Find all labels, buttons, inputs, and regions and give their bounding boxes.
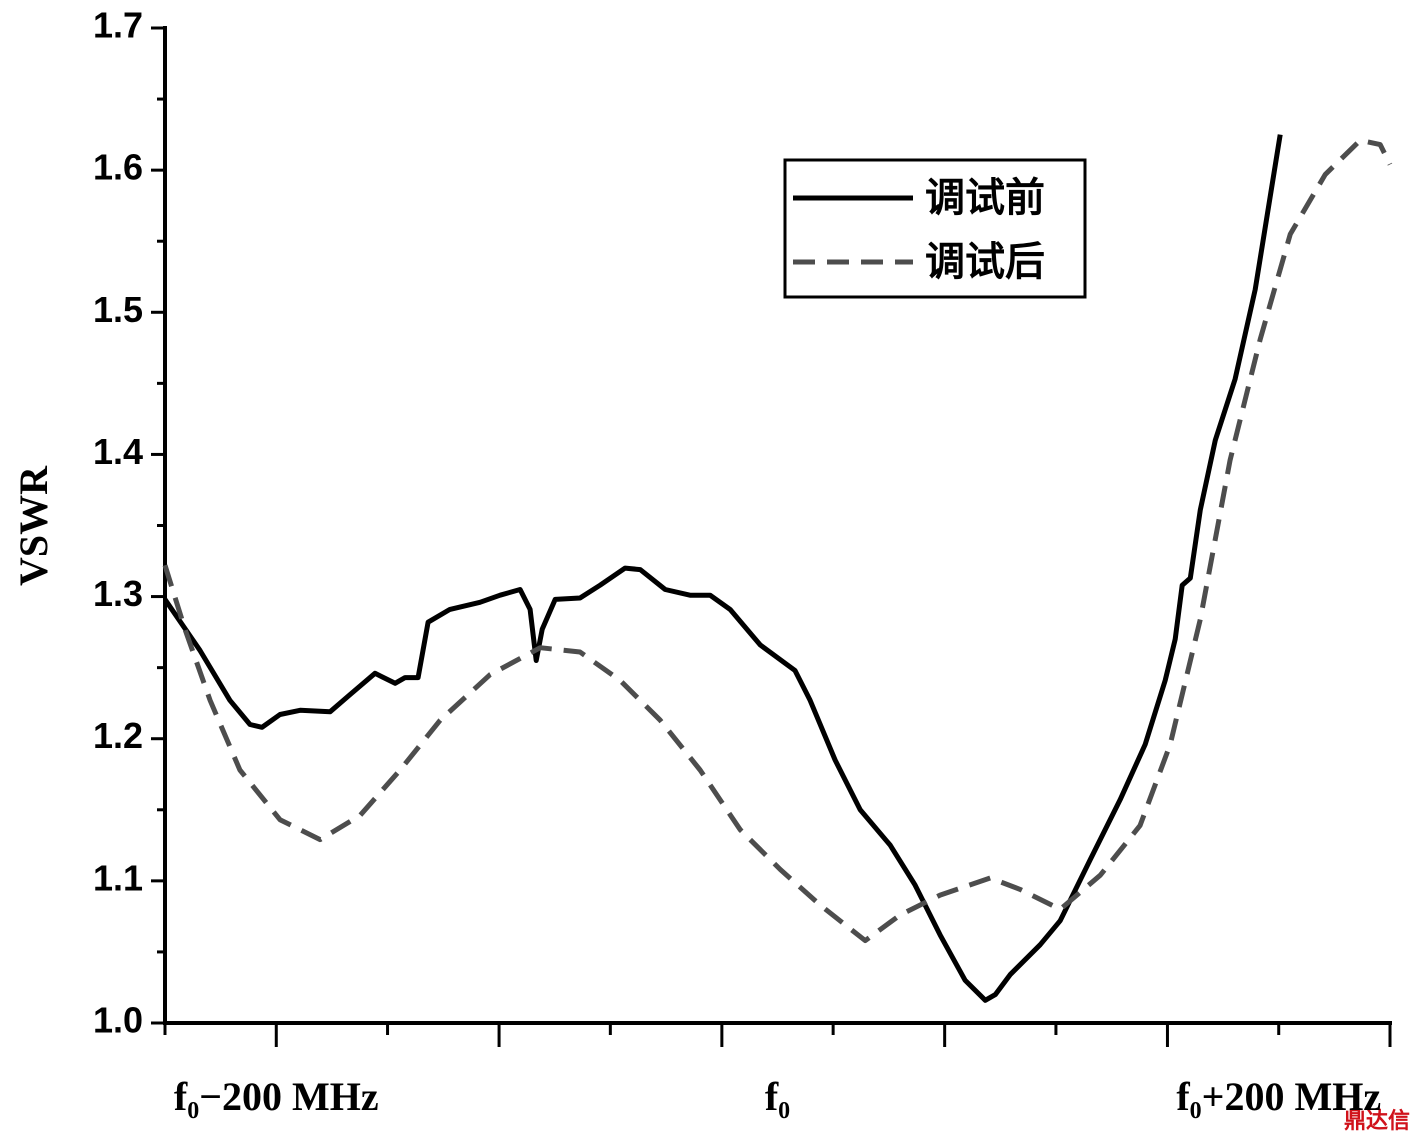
series-line (162, 134, 1283, 1003)
y-axis-title: VSWR (11, 465, 56, 586)
legend-label: 调试前 (925, 175, 1045, 221)
y-tick-label: 1.1 (93, 857, 143, 898)
y-tick-label: 1.3 (93, 573, 143, 614)
x-tick-label: f₀+200 MHz (1176, 1074, 1381, 1119)
series-line (162, 137, 1393, 944)
legend-label: 调试后 (925, 239, 1045, 285)
y-tick-label: 1.7 (93, 5, 143, 46)
y-tick-label: 1.0 (93, 1000, 143, 1041)
legend-box (783, 158, 1087, 299)
y-tick-label: 1.6 (93, 147, 143, 188)
y-tick-label: 1.2 (93, 715, 143, 756)
y-tick-label: 1.5 (93, 289, 143, 330)
x-tick-label: f₀ (765, 1074, 790, 1119)
watermark: 鼎达信 (1344, 1108, 1410, 1134)
x-tick-label: f₀−200 MHz (174, 1074, 379, 1119)
y-tick-label: 1.4 (93, 431, 143, 472)
